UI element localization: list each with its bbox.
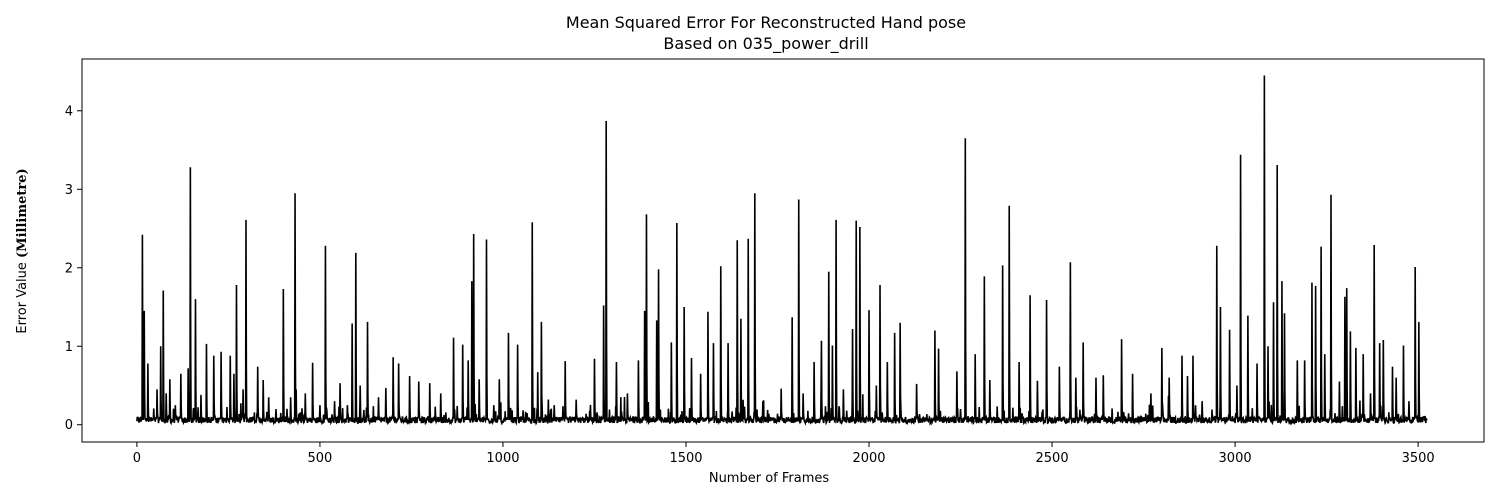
y-tick-label: 4 [65,104,73,119]
y-axis-label: Error Value (Millimetre) [15,168,30,333]
y-tick-label: 2 [65,261,73,276]
chart-subtitle: Based on 035_power_drill [663,34,868,54]
x-tick-label: 3000 [1219,451,1252,466]
x-tick-label: 1500 [669,451,702,466]
y-axis-label-unit: (Millimetre) [15,168,30,258]
y-tick-label: 0 [65,418,73,433]
chart-title: Mean Squared Error For Reconstructed Han… [566,13,966,32]
x-tick-label: 3500 [1402,451,1435,466]
y-tick-label: 1 [65,340,73,355]
series-line-mse [136,75,1428,427]
y-axis-label-text: Error Value [15,258,30,334]
y-tick-label: 3 [65,183,73,198]
x-axis-label: Number of Frames [709,471,830,486]
x-tick-label: 0 [133,451,141,466]
x-tick-label: 2000 [852,451,885,466]
x-axis: 0 500 1000 1500 2000 2500 3000 3500 [133,442,1435,466]
plot-frame [81,58,1485,443]
x-tick-label: 2500 [1036,451,1069,466]
x-tick-label: 500 [308,451,333,466]
y-axis: 0 1 2 3 4 [65,104,82,433]
plot-area [136,75,1428,427]
x-tick-label: 1000 [486,451,519,466]
